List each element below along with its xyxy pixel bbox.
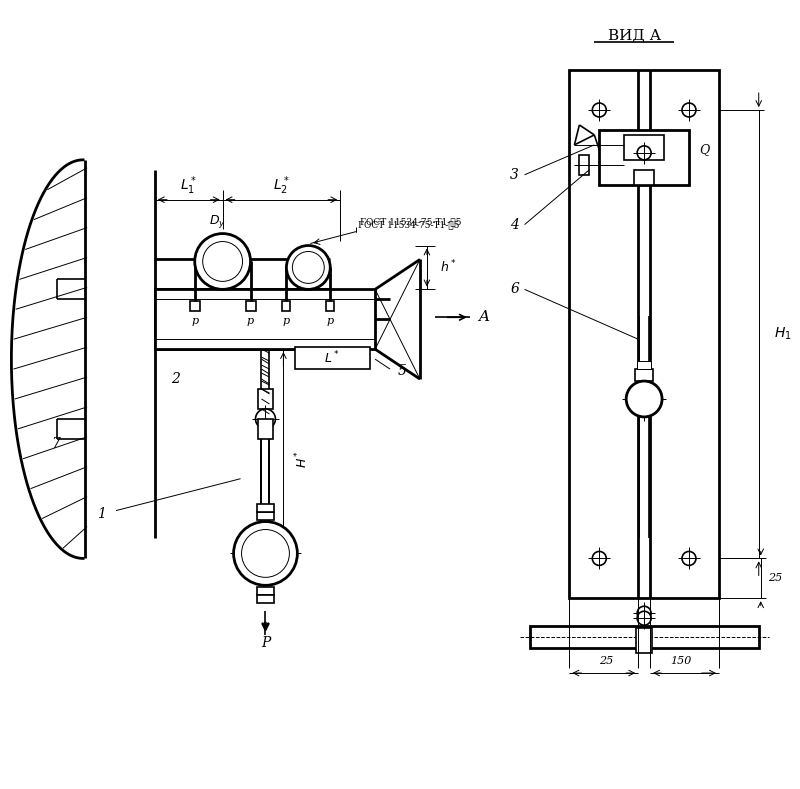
Circle shape bbox=[242, 529, 290, 578]
Circle shape bbox=[637, 611, 651, 625]
Text: P: P bbox=[261, 636, 270, 650]
Circle shape bbox=[194, 234, 250, 290]
Bar bbox=[246, 301, 255, 312]
Circle shape bbox=[626, 381, 662, 417]
Text: $H^*$: $H^*$ bbox=[294, 450, 310, 468]
Circle shape bbox=[592, 103, 606, 117]
Text: 6: 6 bbox=[510, 282, 519, 297]
Polygon shape bbox=[11, 160, 85, 559]
Text: p: p bbox=[283, 316, 290, 327]
Bar bbox=[326, 301, 334, 312]
Circle shape bbox=[637, 606, 651, 620]
Text: ГОСТ 11534-75-Т1-∅5: ГОСТ 11534-75-Т1-∅5 bbox=[360, 217, 462, 226]
Text: 7: 7 bbox=[52, 437, 61, 451]
Text: $D_y$: $D_y$ bbox=[258, 546, 272, 561]
Circle shape bbox=[234, 522, 298, 585]
Bar bbox=[282, 301, 290, 312]
Text: p: p bbox=[247, 316, 254, 327]
Circle shape bbox=[286, 245, 330, 290]
Bar bbox=[636, 628, 652, 653]
Circle shape bbox=[682, 103, 696, 117]
Bar bbox=[257, 511, 274, 520]
Bar bbox=[257, 587, 274, 595]
Text: Q: Q bbox=[699, 144, 709, 156]
Bar bbox=[570, 70, 719, 598]
Bar bbox=[257, 595, 274, 604]
Bar bbox=[579, 155, 590, 175]
Text: $D_y$: $D_y$ bbox=[209, 213, 226, 230]
Text: 1: 1 bbox=[97, 507, 106, 521]
Text: ВИД А: ВИД А bbox=[608, 28, 661, 43]
Text: 3: 3 bbox=[510, 168, 519, 181]
Text: $L_2^*$: $L_2^*$ bbox=[273, 174, 290, 197]
Circle shape bbox=[202, 241, 242, 282]
Bar bbox=[624, 135, 664, 160]
Text: 5: 5 bbox=[398, 364, 407, 378]
Bar bbox=[599, 130, 689, 185]
Circle shape bbox=[292, 252, 324, 283]
Text: 25: 25 bbox=[767, 574, 782, 583]
Bar bbox=[637, 361, 651, 369]
Bar bbox=[634, 170, 654, 185]
Bar bbox=[635, 369, 653, 381]
Bar bbox=[295, 347, 370, 369]
Circle shape bbox=[592, 552, 606, 566]
Text: 150: 150 bbox=[670, 656, 692, 666]
Bar bbox=[155, 290, 375, 350]
Text: 4: 4 bbox=[510, 218, 519, 232]
Circle shape bbox=[637, 146, 651, 160]
Bar bbox=[190, 301, 200, 312]
Text: $h^*$: $h^*$ bbox=[440, 259, 457, 275]
Text: A: A bbox=[478, 310, 489, 324]
Text: $H_1$: $H_1$ bbox=[774, 326, 791, 342]
Bar bbox=[258, 389, 274, 409]
Circle shape bbox=[682, 552, 696, 566]
Bar bbox=[258, 419, 274, 439]
Text: ГОСТ 11534-75-Т1-∅5: ГОСТ 11534-75-Т1-∅5 bbox=[358, 220, 460, 229]
Text: $L_1^*$: $L_1^*$ bbox=[180, 174, 198, 197]
Text: p: p bbox=[191, 316, 198, 327]
Bar bbox=[257, 503, 274, 511]
Circle shape bbox=[255, 409, 275, 429]
Bar bbox=[530, 626, 758, 648]
Text: 2: 2 bbox=[171, 372, 180, 386]
Text: $L^*$: $L^*$ bbox=[324, 350, 340, 366]
Text: 25: 25 bbox=[599, 656, 614, 666]
Text: p: p bbox=[326, 316, 334, 327]
